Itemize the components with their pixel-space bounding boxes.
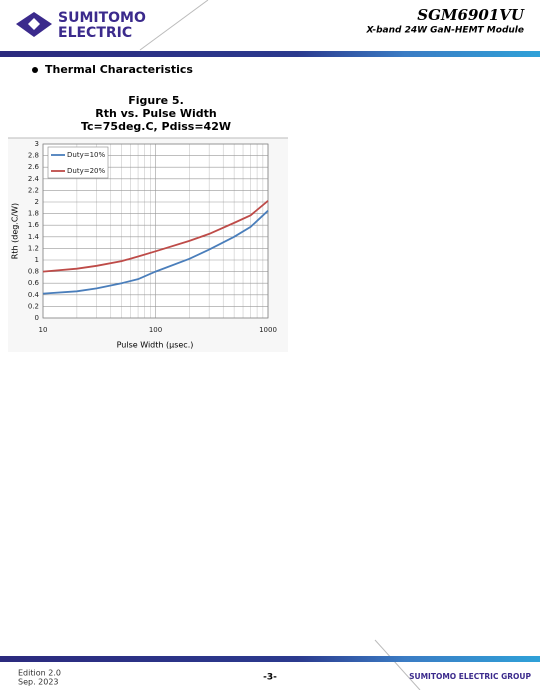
date: Sep. 2023 [18,678,59,687]
y-tick-label: 0.6 [28,279,40,287]
plot-frame [42,143,269,319]
y-tick-label: 2.2 [28,186,39,194]
y-tick-label: 2.6 [28,163,40,171]
y-tick-label: 0 [35,314,39,322]
decor-line [374,639,421,690]
header-bar [0,51,540,57]
legend-box [47,146,109,179]
series-line [42,200,269,273]
y-tick-label: 0.8 [28,268,39,276]
chart-title: Tc=75deg.C, Pdiss=42W [81,120,231,133]
y-tick-label: 1.8 [28,210,39,218]
logo: SUMITOMO ELECTRIC [16,10,146,41]
x-tick-label: 1000 [259,326,277,334]
y-tick-label: 1.6 [28,221,40,229]
x-tick-label: 10 [39,326,48,334]
y-tick-label: 1 [35,256,39,264]
chart-title: Rth vs. Pulse Width [95,107,216,120]
product-description: X-band 24W GaN-HEMT Module [365,26,524,36]
y-tick-label: 0.4 [28,291,40,299]
y-tick-label: 2 [35,198,39,206]
x-tick-label: 100 [149,326,162,334]
series-line [42,210,269,295]
x-axis-label: Pulse Width (μsec.) [117,341,194,350]
y-tick-label: 2.8 [28,152,39,160]
page-number: -3- [263,673,277,683]
y-axis-label: Rth (deg.C/W) [11,203,20,259]
y-tick-label: 2.4 [28,175,40,183]
footer-bar [0,656,540,662]
y-tick-label: 1.2 [28,244,39,252]
company: SUMITOMO ELECTRIC GROUP [409,672,531,681]
chart-title: Figure 5. [128,94,184,107]
chart: 0 0.2 0.4 0.6 0.8 1 1.2 1.4 1.6 1.8 2 2.2 2.4 2.6 2.8 3… [28,140,277,334]
logo-text: SUMITOMO [58,10,146,26]
logo-text: ELECTRIC [58,25,132,41]
product-name: SGM6901VU [417,6,525,24]
section-title: Thermal Characteristics [45,63,193,76]
legend-label: Duty=20% [67,167,105,175]
edition: Edition 2.0 [18,669,61,678]
y-tick-label: 3 [35,140,39,148]
y-tick-label: 0.2 [28,302,39,310]
y-tick-label: 1.4 [28,233,40,241]
legend-label: Duty=10% [67,151,105,159]
bullet [32,67,38,73]
decor-line [139,0,209,51]
